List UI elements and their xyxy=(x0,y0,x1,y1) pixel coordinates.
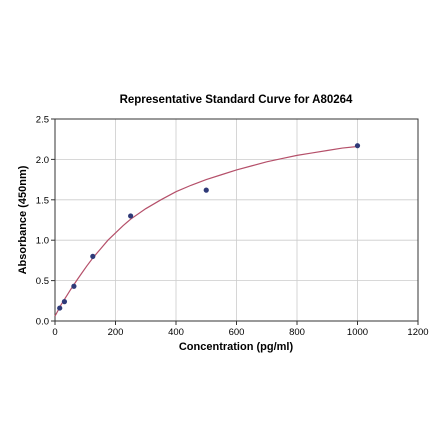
y-tick-label: 0.0 xyxy=(36,317,49,328)
axes xyxy=(51,118,419,325)
x-tick-label: 400 xyxy=(168,327,184,338)
x-axis-label: Concentration (pg/ml) xyxy=(179,341,294,353)
x-tick-label: 0 xyxy=(52,327,57,338)
y-axis-label: Absorbance (450nm) xyxy=(17,165,29,274)
data-point xyxy=(61,299,68,305)
x-tick-label: 600 xyxy=(229,327,245,338)
x-tick-label: 200 xyxy=(108,327,124,338)
y-tick-label: 0.5 xyxy=(36,276,49,287)
x-tick-label: 1200 xyxy=(407,327,428,338)
data-point xyxy=(203,187,209,193)
y-tick-label: 2.0 xyxy=(36,155,49,166)
grid-lines xyxy=(55,119,418,321)
data-points-layer xyxy=(57,143,361,311)
y-tick-label: 1.0 xyxy=(36,236,49,247)
chart-title: Representative Standard Curve for A80264 xyxy=(120,94,353,106)
tick-labels: 0 200 400 600 800 1000 1200 0.0 0.5 1.0 1.5 2.0 2.5 xyxy=(36,115,429,339)
data-point xyxy=(57,305,63,311)
data-point xyxy=(71,283,77,289)
data-point xyxy=(90,253,96,259)
data-point xyxy=(354,143,361,149)
fitted-curve-layer xyxy=(54,145,358,317)
x-tick-label: 1000 xyxy=(347,327,368,338)
x-tick-label: 800 xyxy=(289,327,305,338)
data-point xyxy=(128,213,134,219)
fitted-curve-line xyxy=(54,145,358,317)
y-tick-label: 1.5 xyxy=(36,195,49,206)
y-tick-label: 2.5 xyxy=(36,115,49,126)
